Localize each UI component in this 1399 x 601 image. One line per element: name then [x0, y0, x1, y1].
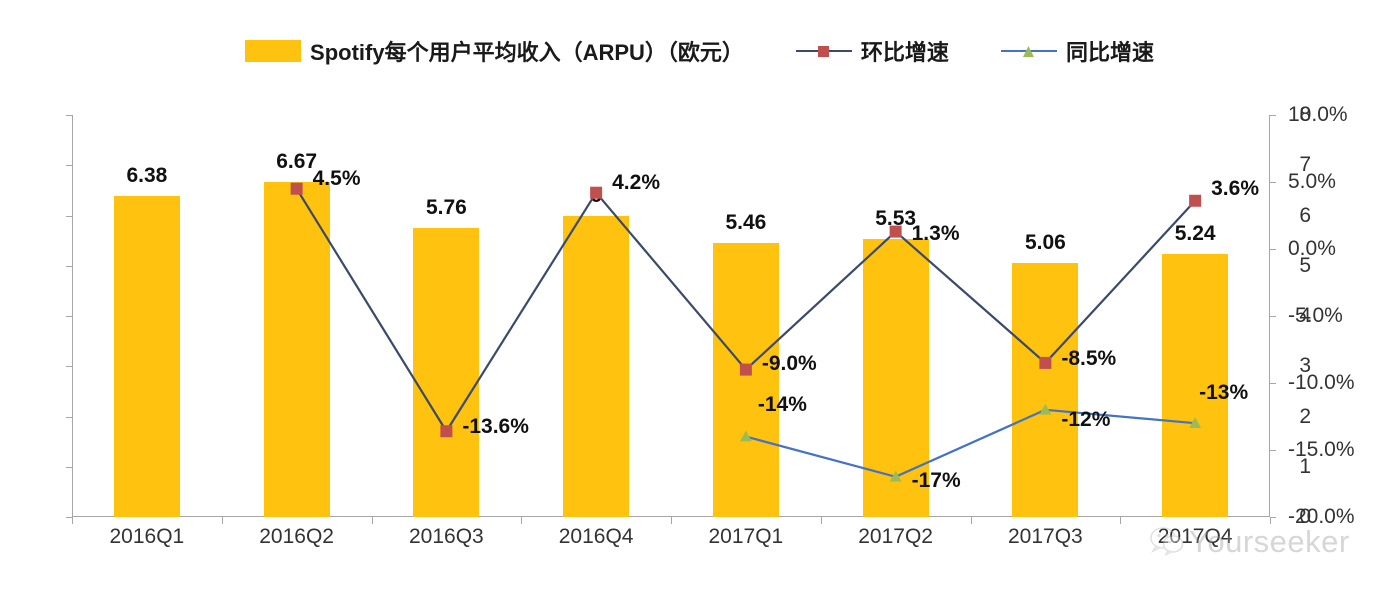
y-axis-right-tick-label: -10.0%	[1288, 371, 1355, 394]
plot-area	[66, 115, 1276, 524]
y-axis-left-tick	[66, 115, 72, 116]
point-label-qoq: -8.5%	[1061, 346, 1117, 370]
y-axis-left-tick-label: 1	[1299, 454, 1311, 478]
bar[interactable]	[263, 181, 330, 517]
bar-value-label: 6.38	[126, 164, 168, 188]
point-label-yoy: -17%	[911, 468, 961, 492]
x-axis-line	[72, 516, 1270, 517]
chart-legend: Spotify每个用户平均收入（ARPU）（欧元） 环比增速 同比增速	[0, 30, 1399, 72]
x-axis-tick	[1270, 517, 1271, 524]
y-axis-right-tick	[1270, 517, 1276, 518]
y-axis-right-tick-label: -15.0%	[1288, 438, 1355, 461]
bar-value-label: 5.53	[875, 207, 917, 231]
y-axis-left-tick-label: 0	[1299, 505, 1311, 528]
legend-label-yoy: 同比增速	[1065, 40, 1154, 65]
legend-label-arpu: Spotify每个用户平均收入（ARPU）（欧元）	[310, 40, 744, 65]
y-axis-right-tick	[1270, 383, 1276, 384]
y-axis-left-tick	[66, 215, 72, 217]
bar[interactable]	[712, 242, 779, 517]
x-axis-tick	[820, 517, 822, 524]
x-axis-category-label: 2016Q1	[109, 525, 185, 548]
x-axis-tick	[221, 517, 223, 524]
y-axis-right-tick	[1270, 249, 1276, 250]
y-axis-right-tick-label: 0.0%	[1288, 237, 1336, 260]
point-label-qoq: 1.3%	[911, 221, 960, 245]
legend-item-arpu: Spotify每个用户平均收入（ARPU）（欧元）	[245, 35, 744, 67]
y-axis-right-tick-label: 5.0%	[1288, 170, 1336, 193]
x-axis-tick	[72, 517, 73, 524]
x-axis-category-label: 2016Q3	[409, 525, 484, 548]
bar-value-label: 6	[590, 183, 602, 207]
y-axis-left-tick	[66, 165, 72, 167]
y-axis-left-tick-label: 7	[1299, 153, 1311, 177]
point-label-yoy: -14%	[757, 392, 807, 416]
bar[interactable]	[1012, 262, 1079, 517]
x-axis-category-label: 2017Q2	[858, 525, 933, 548]
point-label-yoy: -12%	[1061, 407, 1111, 431]
x-axis-tick	[1120, 517, 1122, 524]
y-axis-right-tick	[1270, 450, 1276, 451]
y-axis-right-tick	[1270, 316, 1276, 317]
point-label-qoq: 4.5%	[312, 166, 361, 190]
legend-swatch-bar-icon	[245, 40, 302, 62]
y-axis-left-tick-label: 6	[1299, 203, 1311, 227]
bar-value-label: 5.76	[425, 195, 467, 219]
bar[interactable]	[113, 196, 180, 517]
x-axis-tick	[521, 517, 523, 524]
x-axis-category-label: 2017Q1	[708, 525, 784, 548]
bar[interactable]	[563, 215, 630, 517]
y-axis-left-tick	[66, 316, 72, 317]
bar-value-label: 6.67	[276, 149, 318, 173]
y-axis-right-tick	[1270, 115, 1276, 116]
y-axis-right-tick-label: -5.0%	[1288, 304, 1343, 327]
legend-item-yoy: 同比增速	[1000, 35, 1154, 67]
y-axis-right-tick-label: -20.0%	[1288, 505, 1355, 528]
y-axis-left-tick	[66, 366, 72, 368]
y-axis-left-tick-label: 4	[1299, 304, 1311, 327]
legend-swatch-line-qoq-icon	[795, 43, 852, 59]
y-axis-left-tick-label: 5	[1299, 253, 1311, 277]
bar[interactable]	[413, 227, 480, 517]
point-label-qoq: 4.2%	[612, 170, 660, 194]
x-axis-category-label: 2016Q4	[558, 525, 634, 548]
point-label-qoq: -9.0%	[761, 351, 817, 375]
y-axis-left-tick	[66, 416, 72, 418]
x-axis-category-label: 2016Q2	[259, 525, 334, 548]
legend-item-qoq: 环比增速	[795, 35, 949, 67]
y-axis-right-tick-label: 10.0%	[1288, 103, 1348, 126]
y-axis-left-tick-label: 2	[1299, 404, 1311, 428]
x-axis-tick	[371, 517, 373, 524]
y-axis-left-tick-label: 8	[1299, 103, 1311, 126]
bar-value-label: 5.46	[725, 210, 767, 234]
y-axis-right-tick	[1270, 182, 1276, 183]
y-axis-left-tick	[66, 517, 72, 518]
y-axis-right-line	[1269, 115, 1270, 517]
x-axis-category-label: 2017Q4	[1157, 525, 1233, 548]
point-label-yoy: -13%	[1199, 381, 1249, 405]
x-axis-category-label: 2017Q3	[1008, 525, 1083, 548]
point-label-qoq: 3.6%	[1211, 176, 1259, 200]
legend-swatch-line-yoy-icon	[1000, 43, 1057, 59]
bar-value-label: 5.24	[1174, 221, 1216, 245]
x-axis-tick	[970, 517, 972, 524]
y-axis-left-tick-label: 3	[1299, 354, 1311, 378]
bar-value-label: 5.06	[1024, 230, 1066, 254]
y-axis-left-line	[72, 115, 73, 517]
point-label-qoq: -13.6%	[462, 415, 529, 439]
x-axis-tick	[671, 517, 672, 524]
legend-label-qoq: 环比增速	[860, 40, 949, 65]
y-axis-left-tick	[66, 466, 72, 468]
y-axis-left-tick	[66, 265, 72, 267]
